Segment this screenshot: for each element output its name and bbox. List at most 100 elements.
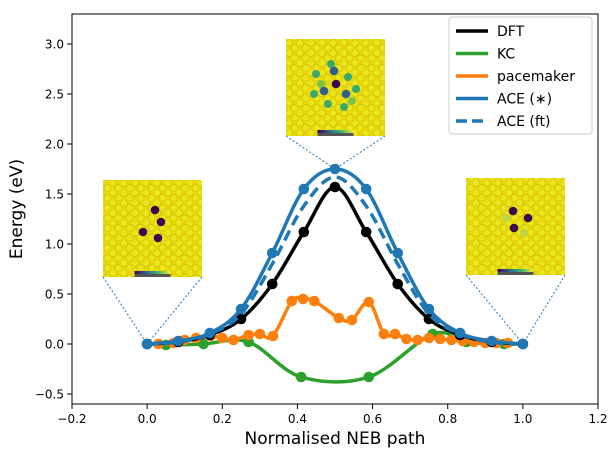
data-point-dft [329, 181, 341, 193]
legend-entry-pacemaker: pacemaker [456, 69, 575, 85]
y-tick-label: 1.5 [45, 188, 64, 202]
displaced-atom [317, 80, 325, 88]
data-point-dft [392, 278, 404, 290]
inset-colorbar [134, 271, 171, 274]
y-tick-label: 1.0 [45, 238, 64, 252]
final-structure-inset [465, 178, 566, 345]
data-point-pacemaker [401, 333, 412, 345]
displaced-atom [344, 73, 352, 81]
data-point-pacemaker [216, 332, 228, 344]
inset-colorbar [497, 269, 534, 272]
legend-label: pacemaker [497, 69, 575, 85]
data-point-dft [266, 278, 278, 290]
y-tick-label: 2.5 [45, 88, 64, 102]
defect-atom [153, 233, 163, 243]
inset-connector [285, 135, 336, 170]
y-tick-label: 3.0 [45, 38, 64, 52]
legend-entry-kc: KC [456, 47, 515, 63]
x-tick-label: 0.0 [138, 412, 157, 426]
series-ace [141, 163, 529, 350]
data-point-pacemaker [378, 328, 390, 340]
x-tick-label: 1.2 [588, 412, 607, 426]
x-tick-label: 0.8 [438, 412, 457, 426]
data-point-ace [141, 338, 153, 350]
series-pacemaker [141, 293, 529, 350]
data-point-ace [423, 303, 435, 315]
data-point-pacemaker [363, 296, 375, 308]
data-point-kc [198, 338, 209, 350]
series-layer [141, 163, 529, 384]
data-point-pacemaker [333, 312, 345, 324]
inset-connector [102, 276, 148, 345]
data-point-dft [360, 226, 372, 238]
data-point-ace [298, 183, 310, 195]
x-tick-label: 1.0 [513, 412, 532, 426]
y-tick-label: 0.5 [45, 288, 64, 302]
axis-ticks: −0.2 0.0 0.2 0.4 0.6 0.8 1.0 1.2 −0.5 0.0 0.5 1.0 1.… [35, 38, 608, 427]
data-point-pacemaker [309, 295, 320, 307]
data-point-ace [360, 183, 372, 195]
y-tick-label: 0.0 [45, 338, 64, 352]
legend-box [448, 16, 593, 135]
data-point-ace [266, 247, 278, 259]
defect-atom [138, 227, 148, 237]
data-point-ace [392, 247, 404, 259]
x-tick-label: 0.2 [213, 412, 232, 426]
data-point-ace [329, 163, 341, 175]
inset-connector [334, 135, 386, 170]
y-tick-label: −0.5 [35, 388, 64, 402]
inset-connector [465, 274, 524, 345]
legend-label: DFT [497, 24, 525, 40]
initial-structure-inset [102, 180, 203, 345]
legend-label: KC [497, 47, 515, 63]
data-point-pacemaker [297, 293, 309, 305]
defect-atom [523, 213, 533, 223]
displaced-atom [502, 214, 510, 222]
data-point-pacemaker [346, 314, 358, 326]
y-axis-label: Energy (eV) [7, 159, 27, 259]
data-point-pacemaker [267, 330, 279, 342]
defect-atom [509, 223, 519, 233]
displaced-atom [327, 60, 335, 68]
defect-atom [341, 89, 351, 99]
defect-atom [508, 206, 518, 216]
displaced-atom [520, 229, 528, 237]
data-point-pacemaker [228, 334, 239, 346]
legend: DFT KC pacemaker ACE (∗) ACE (ft) [448, 16, 593, 135]
x-tick-label: 0.6 [363, 412, 382, 426]
displaced-atom [340, 103, 348, 111]
legend-entry-ace-ft: ACE (ft) [456, 114, 551, 130]
data-point-ace [204, 327, 216, 339]
legend-label: ACE (ft) [497, 114, 551, 130]
inset-colorbar-base [497, 272, 534, 275]
data-point-pacemaker [389, 328, 401, 340]
displaced-atom [324, 100, 332, 108]
data-point-pacemaker [434, 333, 446, 345]
inset-connector [522, 274, 566, 345]
x-tick-label: 0.4 [288, 412, 307, 426]
data-point-ace [517, 338, 529, 350]
displaced-atom [352, 85, 360, 93]
y-tick-label: 2.0 [45, 138, 64, 152]
legend-label: ACE (∗) [497, 92, 552, 108]
defect-atom [150, 205, 160, 215]
data-point-ace [454, 327, 466, 339]
atom-lattice [103, 180, 202, 277]
displaced-atom [312, 70, 320, 78]
defect-atom [156, 217, 166, 227]
data-point-pacemaker [243, 329, 254, 341]
inset-colorbar-base [317, 133, 354, 136]
data-point-pacemaker [446, 334, 457, 346]
data-point-ace [173, 335, 184, 347]
data-point-pacemaker [423, 332, 435, 344]
inset-connector [146, 276, 203, 345]
data-point-pacemaker [254, 328, 266, 340]
defect-atom [331, 79, 341, 89]
plot-frame [71, 13, 599, 405]
defect-atom [329, 66, 339, 76]
structure-insets [102, 39, 566, 345]
data-point-kc [295, 371, 307, 383]
displaced-atom [310, 90, 318, 98]
data-point-dft [235, 313, 247, 325]
